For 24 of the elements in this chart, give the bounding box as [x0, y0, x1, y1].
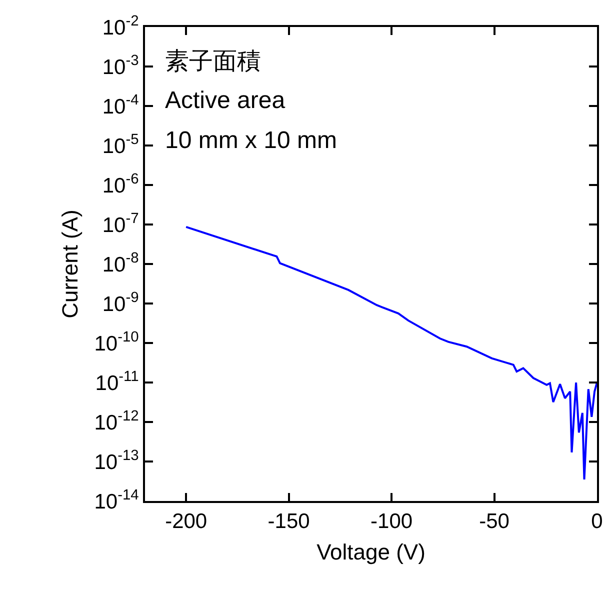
y-tick-label: 10$^{-8}$: [102, 250, 139, 276]
y-tick-label: 10$^{-2}$: [102, 14, 139, 40]
y-tick-label: 10$^{-6}$: [102, 172, 139, 198]
x-tick-label: -200: [165, 510, 208, 534]
y-tick-label: 10$^{-14}$: [94, 488, 139, 514]
x-axis-title: Voltage (V): [316, 540, 426, 565]
y-tick-label: 10$^{-5}$: [102, 132, 139, 158]
annotation: 素子面積: [165, 48, 261, 75]
y-tick-label: 10$^{-3}$: [102, 53, 139, 79]
annotation: Active area: [165, 87, 286, 114]
annotation: 10 mm x 10 mm: [165, 127, 338, 154]
x-tick-label: -150: [268, 510, 310, 534]
y-tick-label: 10$^{-13}$: [94, 448, 139, 474]
y-axis-title: Current (A): [58, 210, 83, 318]
x-tick-label: -100: [370, 510, 413, 534]
x-tick-label: -50: [479, 510, 510, 534]
y-tick-label: 10$^{-10}$: [94, 330, 139, 356]
line-series: [185, 226, 597, 481]
y-tick-label: 10$^{-12}$: [94, 408, 139, 434]
y-tick-label: 10$^{-11}$: [95, 369, 139, 395]
y-tick-label: 10$^{-9}$: [102, 290, 139, 316]
y-tick-label: 10$^{-7}$: [102, 211, 139, 237]
x-tick-label: 0: [591, 510, 603, 534]
y-tick-label: 10$^{-4}$: [102, 92, 139, 118]
